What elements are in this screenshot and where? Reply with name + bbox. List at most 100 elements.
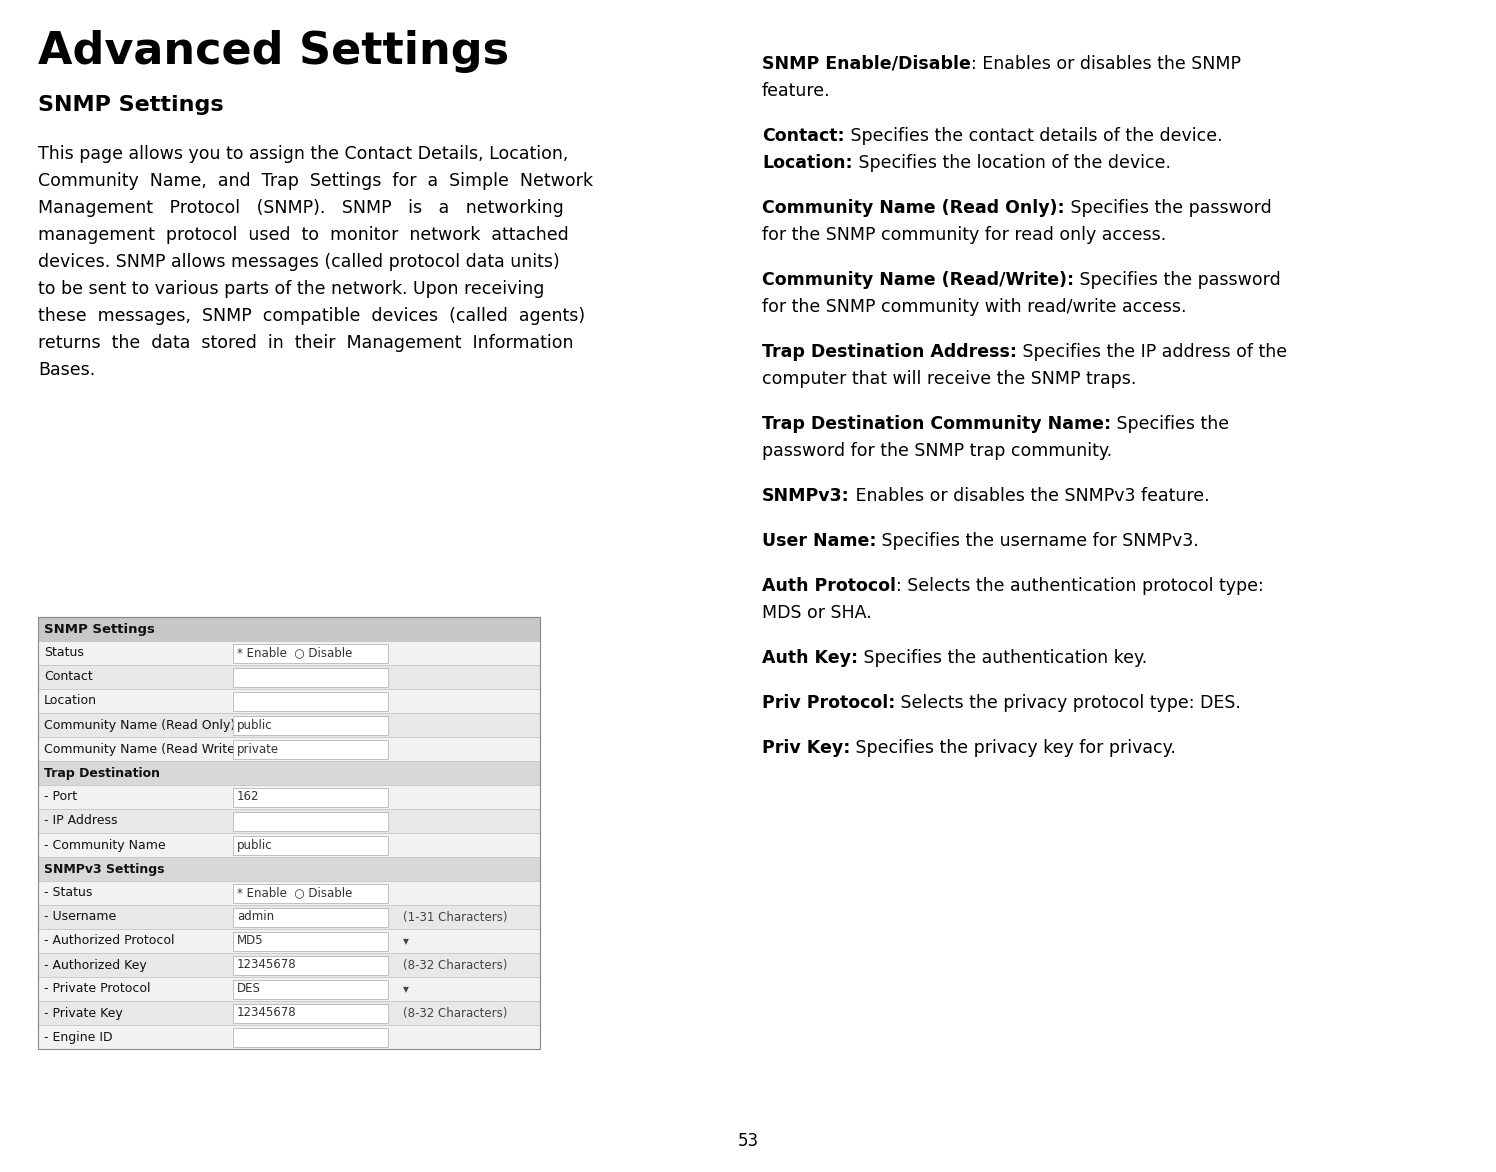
- Text: User Name:: User Name:: [761, 532, 877, 550]
- Text: Specifies the privacy key for privacy.: Specifies the privacy key for privacy.: [850, 740, 1176, 757]
- Text: these  messages,  SNMP  compatible  devices  (called  agents): these messages, SNMP compatible devices …: [37, 307, 585, 325]
- Bar: [37, 1001, 540, 1026]
- Bar: [233, 1028, 387, 1047]
- Text: Location:: Location:: [761, 154, 853, 172]
- Text: Enables or disables the SNMPv3 feature.: Enables or disables the SNMPv3 feature.: [850, 488, 1209, 505]
- Text: Bases.: Bases.: [37, 361, 96, 379]
- Text: (1-31 Characters): (1-31 Characters): [402, 911, 507, 924]
- Bar: [37, 809, 540, 833]
- Bar: [37, 713, 540, 737]
- Text: SNMPv3 Settings: SNMPv3 Settings: [43, 863, 165, 875]
- Text: - Private Key: - Private Key: [43, 1007, 123, 1020]
- Text: SNMP Enable/Disable: SNMP Enable/Disable: [761, 55, 971, 73]
- Text: password for the SNMP trap community.: password for the SNMP trap community.: [761, 442, 1112, 459]
- Bar: [233, 836, 387, 854]
- Bar: [37, 616, 540, 1049]
- Text: - IP Address: - IP Address: [43, 815, 118, 827]
- Text: Specifies the password: Specifies the password: [1074, 271, 1281, 289]
- Text: DES: DES: [236, 982, 260, 995]
- Text: * Enable  ○ Disable: * Enable ○ Disable: [236, 647, 353, 660]
- Bar: [233, 955, 387, 974]
- Text: Trap Destination Address:: Trap Destination Address:: [761, 343, 1017, 361]
- Bar: [233, 932, 387, 950]
- Bar: [37, 785, 540, 809]
- Bar: [37, 857, 540, 881]
- Text: MDS or SHA.: MDS or SHA.: [761, 604, 872, 622]
- Text: Community Name (Read Write): Community Name (Read Write): [43, 743, 239, 756]
- Bar: [37, 737, 540, 761]
- Text: Status: Status: [43, 647, 84, 660]
- Bar: [233, 907, 387, 927]
- Text: Specifies the IP address of the: Specifies the IP address of the: [1017, 343, 1287, 361]
- Bar: [233, 980, 387, 999]
- Text: - Port: - Port: [43, 790, 78, 804]
- Bar: [37, 616, 540, 641]
- Bar: [37, 1026, 540, 1049]
- Text: Specifies the username for SNMPv3.: Specifies the username for SNMPv3.: [877, 532, 1200, 550]
- Bar: [233, 884, 387, 902]
- Text: Auth Key:: Auth Key:: [761, 649, 859, 667]
- Text: Community Name (Read/Write):: Community Name (Read/Write):: [761, 271, 1074, 289]
- Text: Specifies the password: Specifies the password: [1065, 199, 1272, 217]
- Text: Contact: Contact: [43, 670, 93, 683]
- Text: Specifies the: Specifies the: [1112, 415, 1230, 432]
- Text: computer that will receive the SNMP traps.: computer that will receive the SNMP trap…: [761, 370, 1137, 388]
- Text: Priv Protocol:: Priv Protocol:: [761, 694, 896, 713]
- Bar: [37, 953, 540, 977]
- Text: MD5: MD5: [236, 934, 263, 947]
- Text: Contact:: Contact:: [761, 127, 845, 145]
- Text: - Status: - Status: [43, 886, 93, 899]
- Bar: [233, 715, 387, 735]
- Text: ▾: ▾: [402, 934, 408, 947]
- Text: Community  Name,  and  Trap  Settings  for  a  Simple  Network: Community Name, and Trap Settings for a …: [37, 172, 592, 190]
- Text: Specifies the authentication key.: Specifies the authentication key.: [859, 649, 1147, 667]
- Text: - Authorized Key: - Authorized Key: [43, 959, 147, 972]
- Text: returns  the  data  stored  in  their  Management  Information: returns the data stored in their Managem…: [37, 334, 573, 352]
- Text: 12345678: 12345678: [236, 959, 296, 972]
- Bar: [37, 977, 540, 1001]
- Text: management  protocol  used  to  monitor  network  attached: management protocol used to monitor netw…: [37, 226, 568, 244]
- Text: feature.: feature.: [761, 82, 830, 100]
- Text: (8-32 Characters): (8-32 Characters): [402, 1007, 507, 1020]
- Text: This page allows you to assign the Contact Details, Location,: This page allows you to assign the Conta…: [37, 145, 568, 163]
- Text: Community Name (Read Only):: Community Name (Read Only):: [761, 199, 1065, 217]
- Text: Specifies the contact details of the device.: Specifies the contact details of the dev…: [845, 127, 1222, 145]
- Text: to be sent to various parts of the network. Upon receiving: to be sent to various parts of the netwo…: [37, 280, 545, 298]
- Bar: [37, 905, 540, 929]
- Text: - Authorized Protocol: - Authorized Protocol: [43, 934, 175, 947]
- Text: - Community Name: - Community Name: [43, 838, 166, 852]
- Bar: [233, 668, 387, 687]
- Text: : Selects the authentication protocol type:: : Selects the authentication protocol ty…: [896, 577, 1264, 595]
- Bar: [233, 811, 387, 831]
- Text: Community Name (Read Only): Community Name (Read Only): [43, 718, 235, 731]
- Text: - Username: - Username: [43, 911, 117, 924]
- Text: * Enable  ○ Disable: * Enable ○ Disable: [236, 886, 353, 899]
- Text: : Enables or disables the SNMP: : Enables or disables the SNMP: [971, 55, 1240, 73]
- Text: SNMP Settings: SNMP Settings: [43, 622, 156, 635]
- Text: Priv Key:: Priv Key:: [761, 740, 850, 757]
- Text: devices. SNMP allows messages (called protocol data units): devices. SNMP allows messages (called pr…: [37, 253, 560, 271]
- Text: Advanced Settings: Advanced Settings: [37, 30, 509, 73]
- Bar: [233, 1003, 387, 1022]
- Bar: [37, 665, 540, 689]
- Text: Specifies the location of the device.: Specifies the location of the device.: [853, 154, 1171, 172]
- Text: 53: 53: [738, 1132, 758, 1150]
- Text: public: public: [236, 718, 272, 731]
- Text: admin: admin: [236, 911, 274, 924]
- Text: public: public: [236, 838, 272, 852]
- Text: Trap Destination Community Name:: Trap Destination Community Name:: [761, 415, 1112, 432]
- Bar: [37, 833, 540, 857]
- Bar: [233, 643, 387, 662]
- Text: 12345678: 12345678: [236, 1007, 296, 1020]
- Text: - Private Protocol: - Private Protocol: [43, 982, 151, 995]
- Bar: [37, 689, 540, 713]
- Text: Auth Protocol: Auth Protocol: [761, 577, 896, 595]
- Text: 162: 162: [236, 790, 259, 804]
- Text: Location: Location: [43, 695, 97, 708]
- Text: (8-32 Characters): (8-32 Characters): [402, 959, 507, 972]
- Text: SNMP Settings: SNMP Settings: [37, 95, 223, 115]
- Text: - Engine ID: - Engine ID: [43, 1030, 112, 1043]
- Text: Trap Destination: Trap Destination: [43, 766, 160, 779]
- Text: ▾: ▾: [402, 982, 408, 995]
- Text: Management   Protocol   (SNMP).   SNMP   is   a   networking: Management Protocol (SNMP). SNMP is a ne…: [37, 199, 564, 217]
